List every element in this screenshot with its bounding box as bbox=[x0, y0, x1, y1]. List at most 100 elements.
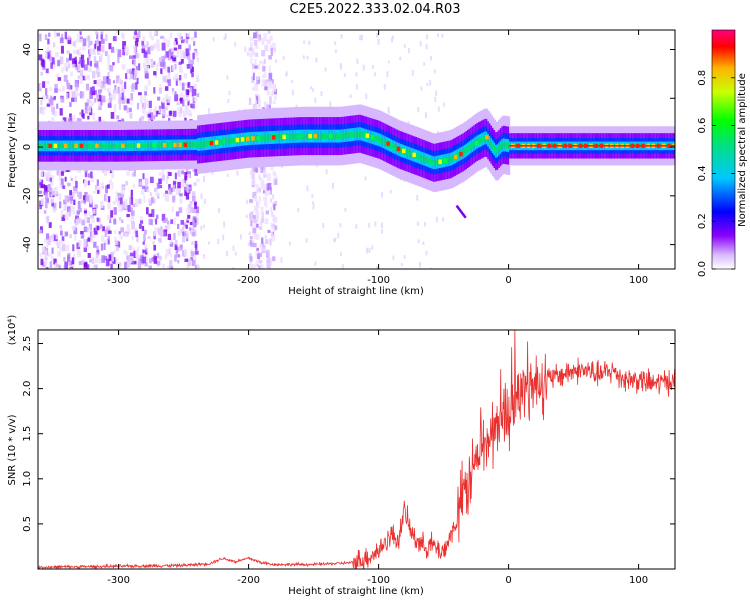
ridge-band bbox=[70, 143, 74, 149]
ridge-band bbox=[105, 143, 108, 149]
noise-speck bbox=[71, 257, 75, 265]
ridge-band bbox=[491, 143, 495, 151]
x-tick-label: 100 bbox=[629, 575, 648, 586]
noise-speck bbox=[164, 217, 168, 221]
spectrogram-ridge bbox=[38, 104, 675, 219]
noise-speck bbox=[371, 245, 374, 250]
noise-speck bbox=[44, 171, 48, 178]
noise-speck bbox=[56, 170, 61, 176]
noise-speck bbox=[194, 31, 197, 38]
noise-speck bbox=[94, 43, 97, 50]
noise-speck bbox=[253, 242, 257, 248]
ridge-band bbox=[156, 142, 160, 148]
noise-speck bbox=[355, 84, 358, 90]
ridge-band bbox=[248, 135, 252, 142]
noise-speck bbox=[72, 244, 75, 252]
noise-speck bbox=[80, 230, 84, 235]
noise-speck bbox=[172, 180, 177, 185]
ridge-band bbox=[72, 143, 75, 149]
noise-speck bbox=[102, 76, 107, 84]
noise-speck bbox=[78, 191, 82, 200]
noise-speck bbox=[255, 201, 258, 206]
ridge-band bbox=[100, 143, 103, 149]
noise-speck bbox=[70, 71, 74, 77]
ridge-band bbox=[203, 140, 206, 148]
noise-speck bbox=[61, 33, 64, 41]
noise-speck bbox=[156, 39, 160, 47]
noise-speck bbox=[159, 83, 162, 89]
noise-speck bbox=[53, 42, 56, 48]
ridge-band bbox=[421, 155, 425, 162]
noise-speck bbox=[271, 89, 275, 95]
ridge-band bbox=[109, 143, 113, 149]
noise-speck bbox=[183, 51, 187, 59]
noise-speck bbox=[104, 194, 108, 202]
noise-speck bbox=[67, 63, 71, 69]
noise-speck bbox=[191, 259, 196, 267]
ridge-band bbox=[415, 152, 419, 160]
noise-speck bbox=[135, 53, 140, 59]
noise-speck bbox=[132, 83, 136, 89]
noise-speck bbox=[253, 264, 256, 269]
noise-speck bbox=[190, 59, 195, 65]
noise-speck bbox=[222, 234, 225, 241]
noise-speck bbox=[45, 88, 48, 96]
noise-speck bbox=[86, 35, 90, 42]
noise-speck bbox=[259, 243, 263, 249]
noise-speck bbox=[441, 33, 444, 38]
ridge-band bbox=[45, 143, 49, 149]
noise-speck bbox=[190, 63, 193, 70]
ridge-band bbox=[223, 138, 227, 145]
noise-speck bbox=[167, 66, 171, 73]
noise-speck bbox=[156, 45, 160, 52]
noise-speck bbox=[186, 33, 190, 37]
noise-speck bbox=[256, 215, 260, 222]
ridge-band bbox=[278, 133, 281, 141]
noise-speck bbox=[101, 45, 105, 53]
noise-speck bbox=[192, 219, 197, 228]
noise-speck bbox=[158, 105, 162, 112]
noise-speck bbox=[131, 215, 135, 220]
noise-speck bbox=[196, 212, 199, 217]
noise-speck bbox=[91, 231, 95, 237]
noise-speck bbox=[172, 57, 177, 62]
noise-speck bbox=[295, 104, 298, 109]
noise-speck bbox=[92, 208, 96, 214]
ridge-band bbox=[407, 149, 411, 157]
noise-speck bbox=[273, 84, 277, 92]
noise-speck bbox=[188, 44, 192, 51]
noise-speck bbox=[88, 210, 91, 216]
noise-speck bbox=[258, 252, 263, 258]
noise-speck bbox=[418, 261, 421, 266]
ridge-band bbox=[423, 155, 426, 163]
noise-speck bbox=[270, 83, 273, 89]
noise-speck bbox=[120, 32, 124, 38]
noise-speck bbox=[260, 165, 264, 174]
noise-speck bbox=[185, 107, 189, 115]
noise-speck bbox=[65, 244, 70, 252]
noise-speck bbox=[84, 192, 88, 197]
noise-speck bbox=[179, 107, 183, 114]
noise-speck bbox=[425, 34, 428, 40]
noise-speck bbox=[251, 214, 256, 219]
noise-speck bbox=[140, 216, 144, 225]
noise-speck bbox=[339, 63, 342, 68]
noise-speck bbox=[103, 98, 106, 103]
noise-speck bbox=[196, 178, 200, 183]
ridge-band bbox=[189, 142, 192, 148]
noise-speck bbox=[418, 263, 421, 268]
noise-speck bbox=[187, 100, 190, 106]
noise-speck bbox=[272, 42, 276, 50]
noise-speck bbox=[177, 107, 180, 115]
noise-speck bbox=[251, 166, 256, 172]
noise-speck bbox=[47, 185, 50, 191]
noise-speck bbox=[89, 259, 92, 263]
ridge-band bbox=[499, 144, 503, 151]
noise-speck bbox=[112, 89, 117, 94]
noise-speck bbox=[178, 61, 182, 65]
noise-speck bbox=[264, 72, 267, 78]
bottom-y-multiplier: (x10⁴) bbox=[7, 315, 18, 346]
noise-speck bbox=[310, 86, 313, 90]
noise-speck bbox=[185, 224, 188, 229]
noise-speck bbox=[180, 220, 184, 225]
